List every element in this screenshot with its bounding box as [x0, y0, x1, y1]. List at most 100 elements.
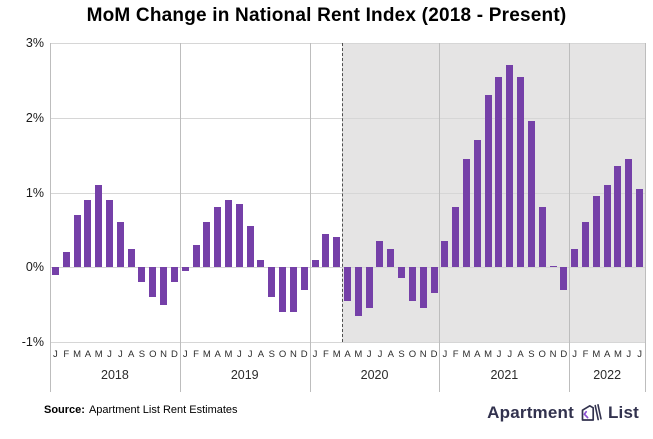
month-label: A: [214, 349, 221, 360]
bar-2019-1: [181, 267, 189, 271]
bar-2020-4: [344, 267, 351, 301]
year-label-2021: 2021: [490, 368, 519, 382]
month-label: A: [127, 349, 135, 360]
bar-2019-5: [225, 199, 232, 268]
month-label: M: [73, 349, 81, 360]
bar-2019-2: [192, 244, 200, 268]
apartment-list-logo: Apartment List: [487, 398, 639, 428]
bar-2019-4: [214, 207, 222, 268]
month-label: J: [247, 349, 253, 360]
month-label: J: [637, 349, 642, 360]
bar-2020-5: [354, 267, 362, 316]
month-label: J: [107, 349, 112, 360]
month-label: S: [398, 349, 405, 360]
bar-2021-3: [463, 158, 470, 268]
logo-word-apartment: Apartment: [487, 403, 574, 422]
bar-2018-2: [62, 252, 70, 268]
bar-2018-6: [106, 199, 113, 268]
year-separator-line: [179, 43, 181, 392]
bar-2019-10: [279, 267, 287, 313]
month-label: M: [592, 349, 601, 360]
year-separator-line: [439, 43, 441, 392]
month-label: F: [193, 349, 199, 360]
bar-2020-10: [408, 267, 416, 301]
bar-2020-6: [365, 267, 373, 309]
bar-2019-7: [246, 226, 254, 268]
month-label: A: [257, 349, 265, 360]
month-label: D: [560, 349, 568, 360]
bar-2019-12: [300, 267, 308, 290]
year-separator-line: [309, 43, 311, 392]
gridline-y: [50, 342, 645, 343]
month-label: J: [53, 349, 58, 360]
year-separator-line: [569, 43, 571, 392]
bar-2021-7: [506, 65, 514, 268]
month-label: D: [300, 349, 308, 360]
month-label: F: [452, 349, 459, 360]
y-axis-tick-label: 0%: [25, 260, 44, 275]
month-label: F: [322, 349, 329, 360]
month-label: M: [224, 349, 233, 360]
source-note: Source: Apartment List Rent Estimates: [44, 404, 238, 416]
bar-2022-4: [603, 185, 611, 268]
y-axis-tick-label: 2%: [25, 110, 44, 125]
month-label: O: [538, 349, 546, 360]
bar-2021-2: [452, 207, 460, 268]
logo-word-list: List: [607, 403, 639, 422]
month-label: A: [84, 349, 92, 360]
month-label: J: [572, 349, 578, 360]
bar-2018-4: [84, 199, 92, 268]
bar-2019-6: [235, 203, 243, 268]
y-axis-tick-label: -1%: [21, 335, 44, 349]
bar-2021-8: [517, 76, 525, 268]
bar-2018-5: [95, 185, 103, 268]
month-label: M: [484, 349, 493, 360]
month-label: F: [63, 349, 70, 360]
year-separator-line: [50, 43, 51, 392]
month-label: S: [138, 349, 146, 360]
month-label: A: [344, 349, 351, 360]
source-text: Apartment List Rent Estimates: [88, 404, 238, 416]
gridline-y: [50, 43, 645, 44]
bar-2019-8: [257, 259, 265, 268]
bar-2020-3: [333, 237, 341, 268]
year-label-2018: 2018: [101, 368, 129, 382]
month-label: D: [430, 349, 438, 360]
month-label: M: [332, 349, 341, 360]
month-label: J: [442, 349, 448, 360]
month-label: S: [528, 349, 535, 360]
gridline-y: [50, 117, 645, 119]
bar-2019-3: [203, 222, 211, 268]
month-label: M: [354, 349, 363, 360]
source-label: Source:: [44, 404, 85, 416]
month-label: N: [549, 349, 557, 360]
month-label: J: [496, 349, 502, 360]
bar-2019-9: [268, 267, 276, 298]
month-label: J: [377, 349, 383, 360]
bar-2022-6: [625, 158, 633, 268]
chart-title: MoM Change in National Rent Index (2018 …: [86, 5, 567, 26]
bar-2018-3: [73, 214, 81, 268]
bar-2022-5: [614, 166, 622, 268]
month-label: F: [582, 349, 589, 360]
bar-2021-12: [560, 267, 568, 290]
month-label: A: [387, 349, 394, 360]
bar-2020-1: [311, 259, 319, 268]
bar-2020-11: [419, 267, 427, 309]
month-label: O: [149, 349, 157, 360]
bar-2018-1: [51, 267, 59, 275]
bar-2021-11: [549, 265, 557, 268]
month-label: J: [312, 349, 318, 360]
month-label: J: [507, 349, 513, 360]
month-label: N: [160, 349, 168, 360]
gridline-y: [50, 192, 645, 194]
bar-2018-11: [160, 267, 168, 305]
bar-2021-10: [538, 207, 546, 268]
month-label: N: [419, 349, 427, 360]
month-label: M: [94, 349, 103, 360]
year-label-2022: 2022: [593, 368, 622, 382]
bar-2020-12: [430, 267, 438, 294]
bar-2020-8: [387, 248, 395, 268]
year-label-2020: 2020: [360, 368, 389, 382]
